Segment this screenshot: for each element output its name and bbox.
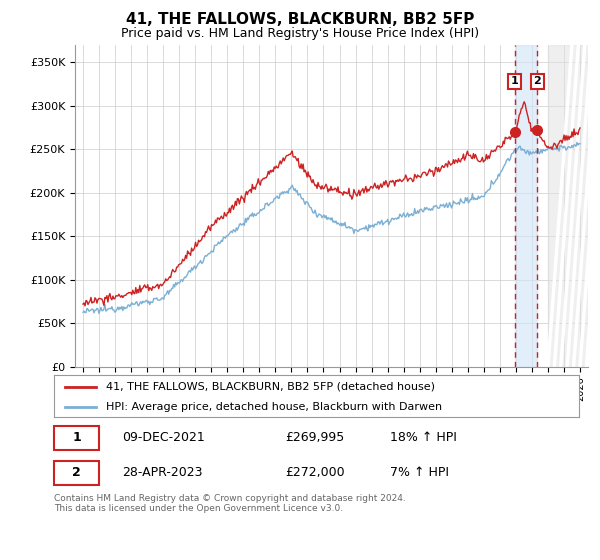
Text: 2: 2 bbox=[533, 76, 541, 86]
Text: Contains HM Land Registry data © Crown copyright and database right 2024.
This d: Contains HM Land Registry data © Crown c… bbox=[54, 494, 406, 514]
Text: 41, THE FALLOWS, BLACKBURN, BB2 5FP (detached house): 41, THE FALLOWS, BLACKBURN, BB2 5FP (det… bbox=[107, 382, 436, 392]
FancyBboxPatch shape bbox=[54, 426, 98, 450]
Text: 7% ↑ HPI: 7% ↑ HPI bbox=[390, 466, 449, 479]
Text: 1: 1 bbox=[511, 76, 518, 86]
Bar bbox=[515, 45, 537, 367]
Bar bbox=[548, 45, 588, 367]
Text: Price paid vs. HM Land Registry's House Price Index (HPI): Price paid vs. HM Land Registry's House … bbox=[121, 27, 479, 40]
Text: 1: 1 bbox=[72, 431, 81, 445]
Text: 41, THE FALLOWS, BLACKBURN, BB2 5FP: 41, THE FALLOWS, BLACKBURN, BB2 5FP bbox=[126, 12, 474, 27]
Text: HPI: Average price, detached house, Blackburn with Darwen: HPI: Average price, detached house, Blac… bbox=[107, 402, 443, 412]
FancyBboxPatch shape bbox=[54, 461, 98, 485]
Text: £272,000: £272,000 bbox=[285, 466, 344, 479]
Text: 18% ↑ HPI: 18% ↑ HPI bbox=[390, 431, 457, 445]
Text: £269,995: £269,995 bbox=[285, 431, 344, 445]
Text: 28-APR-2023: 28-APR-2023 bbox=[122, 466, 203, 479]
Text: 2: 2 bbox=[72, 466, 81, 479]
Text: 09-DEC-2021: 09-DEC-2021 bbox=[122, 431, 205, 445]
